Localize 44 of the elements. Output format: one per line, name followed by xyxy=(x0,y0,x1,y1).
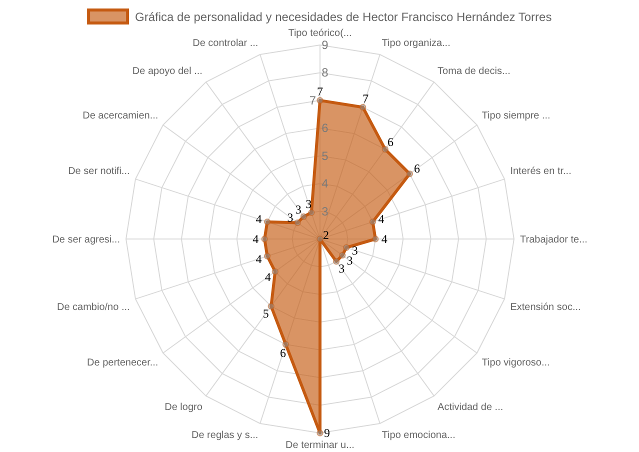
spoke-label: De apoyo del ... xyxy=(132,66,202,78)
data-label: 4 xyxy=(264,270,271,284)
data-label: 3 xyxy=(338,262,345,276)
data-label: 4 xyxy=(252,232,259,246)
spoke-label: De logro xyxy=(164,402,203,413)
spoke-label: De acercamien... xyxy=(82,110,158,122)
spoke-label: De terminar u... xyxy=(286,440,354,451)
spoke-label: Trabajador te... xyxy=(520,234,588,246)
spoke-label: Interés en tr... xyxy=(510,166,572,178)
spoke-label: De controlar ... xyxy=(192,38,258,49)
data-label: 4 xyxy=(378,212,384,226)
y-tick-label: 4 xyxy=(322,176,329,191)
spoke-label: Extensión soc... xyxy=(510,302,581,313)
data-label: 6 xyxy=(280,346,286,360)
data-label: 4 xyxy=(381,232,388,246)
data-label: 3 xyxy=(352,243,358,258)
spoke-label: De ser agresi... xyxy=(52,234,120,246)
y-tick-label: 8 xyxy=(322,66,329,80)
data-label: 6 xyxy=(414,162,420,176)
legend-label: Gráfica de personalidad y necesidades de Hector Francisco Hernández Torres xyxy=(135,10,552,24)
spoke-label: Tipo emociona... xyxy=(382,430,456,442)
data-label: 6 xyxy=(387,135,394,150)
spoke-label: Tipo organiza... xyxy=(382,38,450,49)
spoke-label: Tipo vigoroso... xyxy=(482,358,550,369)
data-label: 7 xyxy=(362,92,369,106)
spoke-label: Tipo teórico(... xyxy=(288,28,352,39)
y-tick-label: 5 xyxy=(322,148,329,163)
spoke-label: Toma de decis... xyxy=(438,66,510,78)
spoke-label: Actividad de ... xyxy=(438,402,504,413)
data-label: 3 xyxy=(295,202,302,216)
spoke-label: Tipo siempre ... xyxy=(482,110,550,122)
data-label: 5 xyxy=(262,306,269,321)
y-tick-label: 6 xyxy=(322,121,329,136)
data-label: 4 xyxy=(256,252,262,266)
spoke-label: De pertenecer... xyxy=(87,358,158,369)
data-label: 4 xyxy=(256,212,262,226)
data-label: 2 xyxy=(323,228,329,242)
y-tick-label: 3 xyxy=(322,204,329,218)
data-label: 3 xyxy=(287,210,294,224)
data-label: 3 xyxy=(346,254,353,268)
y-tick-label: 9 xyxy=(322,38,329,52)
spoke-label: De cambio/no ... xyxy=(56,302,130,313)
spoke-label: De reglas y s... xyxy=(191,430,258,442)
spoke-label: De ser notifi... xyxy=(68,166,130,178)
